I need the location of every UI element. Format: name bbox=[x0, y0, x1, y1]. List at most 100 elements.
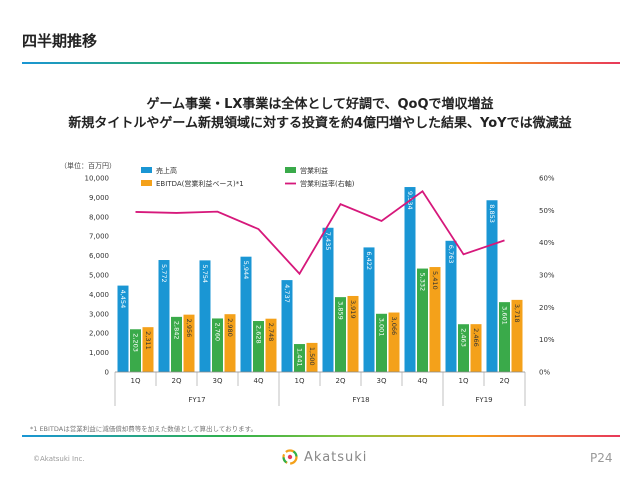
bar-sales bbox=[445, 240, 457, 372]
bar-value-label: 6,763 bbox=[447, 245, 455, 264]
bar-sales bbox=[199, 260, 211, 372]
y-right-tick-label: 30% bbox=[539, 272, 555, 280]
bar-value-label: 3,718 bbox=[513, 304, 521, 323]
legend-operating-profit-label: 営業利益 bbox=[300, 166, 328, 175]
bar-value-label: 5,772 bbox=[160, 264, 168, 283]
y-left-tick-label: 5,000 bbox=[89, 272, 109, 280]
x-tick-label: 2Q bbox=[500, 377, 510, 385]
akatsuki-logo: Akatsuki bbox=[282, 449, 367, 465]
legend-ebitda-swatch bbox=[141, 180, 152, 186]
bar-value-label: 5,410 bbox=[431, 271, 439, 290]
page-number: P24 bbox=[590, 451, 613, 465]
bar-sales bbox=[240, 256, 252, 372]
bar-ebitda bbox=[388, 312, 400, 372]
y-left-tick-label: 6,000 bbox=[89, 252, 109, 260]
bar-sales bbox=[486, 200, 498, 372]
bar-value-label: 7,435 bbox=[324, 232, 332, 251]
bar-value-label: 2,842 bbox=[173, 321, 181, 340]
y-right-tick-label: 20% bbox=[539, 304, 555, 312]
bar-sales bbox=[363, 247, 375, 372]
footnote: *1 EBITDAは営業利益に減価償却費等を加えた数値として算出しております。 bbox=[30, 425, 258, 433]
legend-ebitda-label: EBITDA(営業利益ベース)*1 bbox=[156, 179, 244, 188]
bar-sales bbox=[158, 260, 170, 372]
slide-title: 四半期推移 bbox=[22, 32, 98, 50]
y-right-tick-label: 10% bbox=[539, 336, 555, 344]
bar-operating-profit bbox=[171, 316, 182, 372]
bar-value-label: 2,956 bbox=[185, 319, 193, 338]
bar-sales bbox=[117, 285, 129, 372]
bar-value-label: 5,944 bbox=[242, 261, 250, 280]
header-rule bbox=[22, 62, 620, 64]
bar-value-label: 1,441 bbox=[296, 348, 304, 367]
operating-margin-line bbox=[135, 189, 505, 276]
bar-value-label: 5,754 bbox=[201, 264, 209, 283]
x-tick-label: 1Q bbox=[459, 377, 469, 385]
bar-sales bbox=[404, 187, 416, 372]
bar-value-label: 5,332 bbox=[419, 273, 427, 292]
bar-value-label: 6,422 bbox=[365, 251, 373, 270]
fiscal-year-label: FY18 bbox=[352, 396, 369, 404]
y-left-tick-label: 3,000 bbox=[89, 310, 109, 318]
bar-ebitda bbox=[183, 314, 195, 372]
bar-ebitda bbox=[347, 295, 359, 372]
unit-label: （単位：百万円） bbox=[60, 161, 116, 170]
bar-value-label: 2,463 bbox=[460, 328, 468, 347]
bar-value-label: 2,203 bbox=[132, 333, 140, 352]
bar-value-label: 3,601 bbox=[501, 306, 509, 325]
legend-sales-swatch bbox=[141, 167, 152, 173]
y-left-tick-label: 4,000 bbox=[89, 291, 109, 299]
bar-value-label: 2,980 bbox=[226, 318, 234, 337]
fiscal-year-label: FY19 bbox=[475, 396, 492, 404]
x-tick-label: 4Q bbox=[418, 377, 428, 385]
bar-operating-profit bbox=[376, 313, 387, 372]
y-left-tick-label: 2,000 bbox=[89, 330, 109, 338]
bar-sales bbox=[322, 227, 334, 372]
bar-value-label: 4,454 bbox=[119, 290, 127, 309]
akatsuki-logo-icon bbox=[282, 449, 298, 465]
bar-operating-profit bbox=[130, 329, 141, 372]
y-left-tick-label: 1,000 bbox=[89, 349, 109, 357]
bar-ebitda bbox=[470, 324, 482, 372]
x-tick-label: 3Q bbox=[213, 377, 223, 385]
bar-value-label: 2,628 bbox=[255, 325, 263, 344]
y-left-tick-label: 0 bbox=[105, 369, 109, 377]
y-right-tick-label: 60% bbox=[539, 175, 555, 183]
bar-ebitda bbox=[265, 318, 277, 372]
bar-operating-profit bbox=[335, 297, 346, 372]
legend-sales-label: 売上高 bbox=[156, 166, 177, 175]
legend-operating-profit-swatch bbox=[285, 167, 296, 173]
headline-line-2: 新規タイトルやゲーム新規領域に対する投資を約4億円増やした結果、YoYでは微減益 bbox=[68, 116, 572, 131]
bar-ebitda bbox=[511, 299, 523, 372]
bar-value-label: 2,466 bbox=[472, 328, 480, 347]
bar-operating-profit bbox=[417, 268, 428, 372]
y-left-tick-label: 7,000 bbox=[89, 233, 109, 241]
bar-operating-profit bbox=[458, 324, 469, 372]
y-left-tick-label: 9,000 bbox=[89, 194, 109, 202]
bar-value-label: 3,001 bbox=[378, 318, 386, 337]
y-right-tick-label: 40% bbox=[539, 239, 555, 247]
x-tick-label: 1Q bbox=[295, 377, 305, 385]
logo-text: Akatsuki bbox=[304, 449, 368, 465]
x-tick-label: 4Q bbox=[254, 377, 264, 385]
headline-line-1: ゲーム事業・LX事業は全体として好調で、QoQで増収増益 bbox=[146, 97, 494, 112]
footer-rule bbox=[22, 435, 620, 437]
bar-value-label: 4,737 bbox=[283, 284, 291, 303]
y-left-tick-label: 10,000 bbox=[85, 175, 110, 183]
bar-ebitda bbox=[306, 342, 318, 372]
x-tick-label: 1Q bbox=[131, 377, 141, 385]
x-tick-label: 3Q bbox=[377, 377, 387, 385]
y-left-tick-label: 8,000 bbox=[89, 213, 109, 221]
y-right-tick-label: 0% bbox=[539, 369, 550, 377]
bar-operating-profit bbox=[253, 321, 264, 372]
legend-operating-margin-label: 営業利益率(右軸) bbox=[300, 179, 355, 188]
bar-value-label: 8,853 bbox=[488, 204, 496, 223]
bar-value-label: 2,760 bbox=[214, 322, 222, 341]
bar-operating-profit bbox=[499, 302, 510, 372]
bar-operating-profit bbox=[212, 318, 223, 372]
bar-value-label: 1,500 bbox=[308, 347, 316, 366]
x-tick-label: 2Q bbox=[172, 377, 182, 385]
bar-ebitda bbox=[224, 314, 236, 372]
fiscal-year-label: FY17 bbox=[188, 396, 205, 404]
x-tick-label: 2Q bbox=[336, 377, 346, 385]
